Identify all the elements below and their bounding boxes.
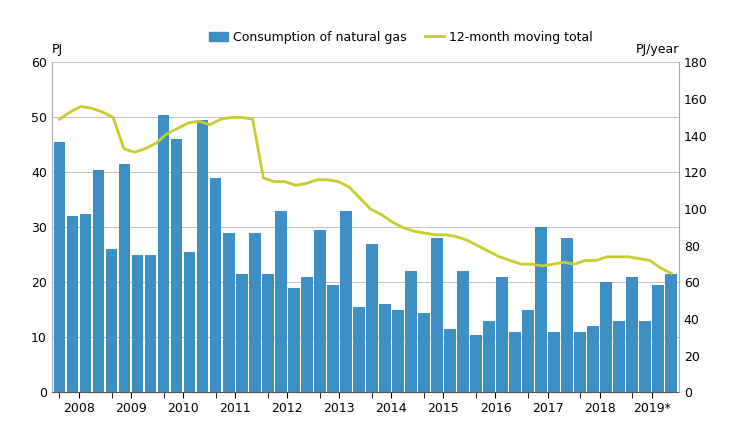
Bar xyxy=(418,313,430,392)
Bar xyxy=(54,142,66,392)
Bar xyxy=(405,272,417,392)
Bar xyxy=(574,332,586,392)
Bar xyxy=(665,274,677,392)
Bar xyxy=(80,214,92,392)
Bar xyxy=(288,288,300,392)
Bar xyxy=(639,321,651,392)
Bar xyxy=(301,277,313,392)
Bar xyxy=(535,227,547,392)
Bar xyxy=(210,178,221,392)
Bar xyxy=(392,310,404,392)
Bar xyxy=(470,334,482,392)
Bar xyxy=(340,211,351,392)
Bar xyxy=(561,239,573,392)
Bar xyxy=(613,321,625,392)
Bar xyxy=(496,277,508,392)
Bar xyxy=(106,249,117,392)
Bar xyxy=(170,140,182,392)
Bar xyxy=(236,274,247,392)
Bar xyxy=(652,285,664,392)
Bar xyxy=(158,115,170,392)
Bar xyxy=(197,120,209,392)
Bar xyxy=(600,282,612,392)
Bar xyxy=(509,332,521,392)
Bar xyxy=(548,332,560,392)
Bar xyxy=(353,307,365,392)
Bar xyxy=(457,272,469,392)
Bar xyxy=(184,252,196,392)
Bar xyxy=(444,329,456,392)
Bar xyxy=(314,230,325,392)
Legend: Consumption of natural gas, 12-month moving total: Consumption of natural gas, 12-month mov… xyxy=(204,26,598,49)
Bar xyxy=(523,310,534,392)
Bar xyxy=(327,285,339,392)
Bar xyxy=(66,216,78,392)
Text: PJ: PJ xyxy=(52,43,63,56)
Text: PJ/year: PJ/year xyxy=(635,43,679,56)
Bar xyxy=(223,233,235,392)
Bar xyxy=(262,274,274,392)
Bar xyxy=(379,305,390,392)
Bar xyxy=(145,255,156,392)
Bar xyxy=(483,321,494,392)
Bar xyxy=(119,164,131,392)
Bar xyxy=(93,170,104,392)
Bar xyxy=(627,277,638,392)
Bar xyxy=(275,211,286,392)
Bar xyxy=(366,244,378,392)
Bar xyxy=(431,239,443,392)
Bar xyxy=(249,233,261,392)
Bar xyxy=(587,326,599,392)
Bar xyxy=(131,255,143,392)
